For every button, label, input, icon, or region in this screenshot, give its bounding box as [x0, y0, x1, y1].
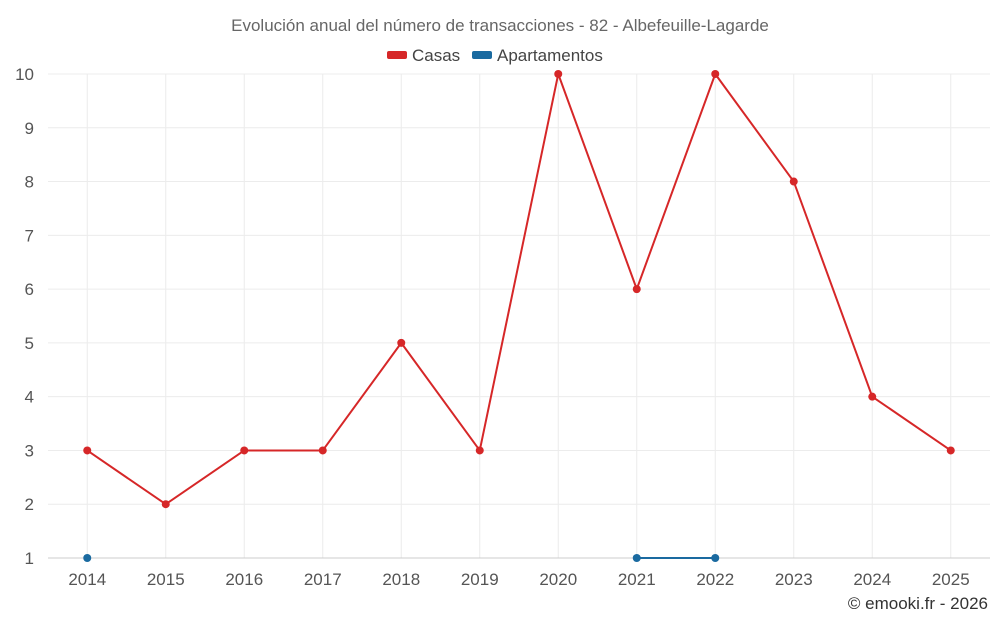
x-tick-label: 2014	[68, 570, 106, 589]
credit-text: © emooki.fr - 2026	[848, 594, 988, 613]
y-tick-label: 7	[25, 226, 34, 245]
legend-label-casas: Casas	[412, 46, 460, 65]
y-tick-label: 5	[25, 334, 34, 353]
y-tick-label: 6	[25, 280, 34, 299]
data-point-apartamentos[interactable]	[632, 554, 641, 562]
data-point-casas[interactable]	[554, 70, 563, 78]
legend-swatch-apartamentos	[472, 51, 492, 59]
y-tick-label: 4	[25, 388, 34, 407]
x-tick-label: 2025	[932, 570, 970, 589]
series-line-casas	[86, 73, 952, 506]
data-point-casas[interactable]	[632, 285, 641, 294]
y-tick-label: 8	[25, 173, 34, 192]
data-point-apartamentos[interactable]	[83, 554, 92, 562]
x-tick-label: 2022	[696, 570, 734, 589]
data-point-casas[interactable]	[946, 446, 955, 455]
data-point-casas[interactable]	[397, 338, 406, 347]
data-point-casas[interactable]	[475, 446, 484, 455]
x-tick-label: 2018	[382, 570, 420, 589]
x-tick-label: 2015	[147, 570, 185, 589]
chart-title: Evolución anual del número de transaccio…	[231, 16, 769, 35]
legend-item-casas[interactable]: Casas	[387, 46, 460, 65]
x-tick-label: 2019	[461, 570, 499, 589]
data-point-apartamentos[interactable]	[711, 554, 720, 562]
data-point-casas[interactable]	[711, 70, 720, 78]
data-point-casas[interactable]	[318, 446, 327, 455]
x-tick-label: 2017	[304, 570, 342, 589]
y-tick-label: 3	[25, 441, 34, 460]
y-tick-label: 1	[25, 549, 34, 568]
x-tick-label: 2024	[853, 570, 891, 589]
legend-swatch-casas	[387, 51, 407, 59]
data-point-casas[interactable]	[789, 177, 798, 186]
data-point-casas[interactable]	[240, 446, 249, 455]
y-tick-label: 9	[25, 119, 34, 138]
x-tick-label: 2021	[618, 570, 656, 589]
y-tick-label: 10	[15, 65, 34, 84]
legend-label-apartamentos: Apartamentos	[497, 46, 603, 65]
x-tick-label: 2023	[775, 570, 813, 589]
legend: Casas Apartamentos	[387, 46, 603, 65]
x-tick-label: 2016	[225, 570, 263, 589]
data-point-casas[interactable]	[868, 392, 877, 401]
data-point-casas[interactable]	[83, 446, 92, 455]
x-tick-label: 2020	[539, 570, 577, 589]
data-point-casas[interactable]	[161, 500, 170, 509]
y-tick-label: 2	[25, 495, 34, 514]
legend-item-apartamentos[interactable]: Apartamentos	[472, 46, 603, 65]
